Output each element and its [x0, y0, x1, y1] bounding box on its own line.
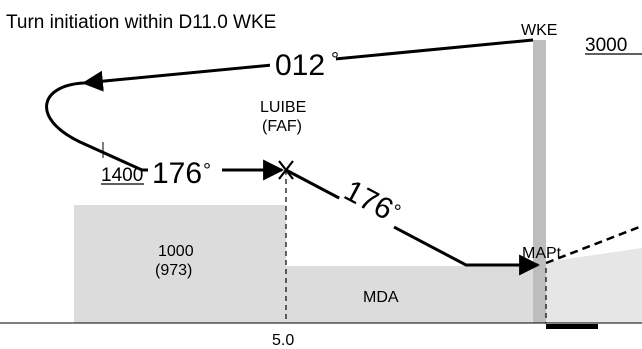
- track-descent-line: [285, 168, 541, 276]
- obstacle-block: [74, 205, 286, 323]
- fix-type-label: (FAF): [262, 118, 302, 135]
- mapt-label: MAPt: [522, 245, 562, 262]
- fix-name-label: LUIBE: [260, 99, 306, 116]
- altitude-turn-label: 1400: [101, 165, 143, 186]
- altitude-top-label: 3000: [585, 35, 627, 56]
- faf-cross-marker: [278, 160, 294, 180]
- obstacle-height-label: (973): [155, 262, 192, 279]
- track-inbound-label: 176: [152, 157, 202, 190]
- wke-bar: [533, 40, 546, 323]
- turn-loop-line: [45, 81, 143, 172]
- missed-approach-area: [546, 248, 642, 323]
- mda-label: MDA: [363, 289, 399, 306]
- diagram-title: Turn initiation within D11.0 WKE: [6, 12, 276, 33]
- mda-block: [286, 266, 534, 323]
- missed-approach-line: [545, 224, 642, 265]
- runway-bar: [546, 324, 598, 329]
- obstacle-altitude-label: 1000: [158, 243, 194, 260]
- track-inbound-degree: °: [203, 160, 211, 182]
- track-outbound-degree: °: [331, 49, 339, 71]
- wke-label: WKE: [521, 22, 557, 39]
- distance-label: 5.0: [272, 332, 294, 349]
- track-outbound-label: 012: [275, 49, 325, 82]
